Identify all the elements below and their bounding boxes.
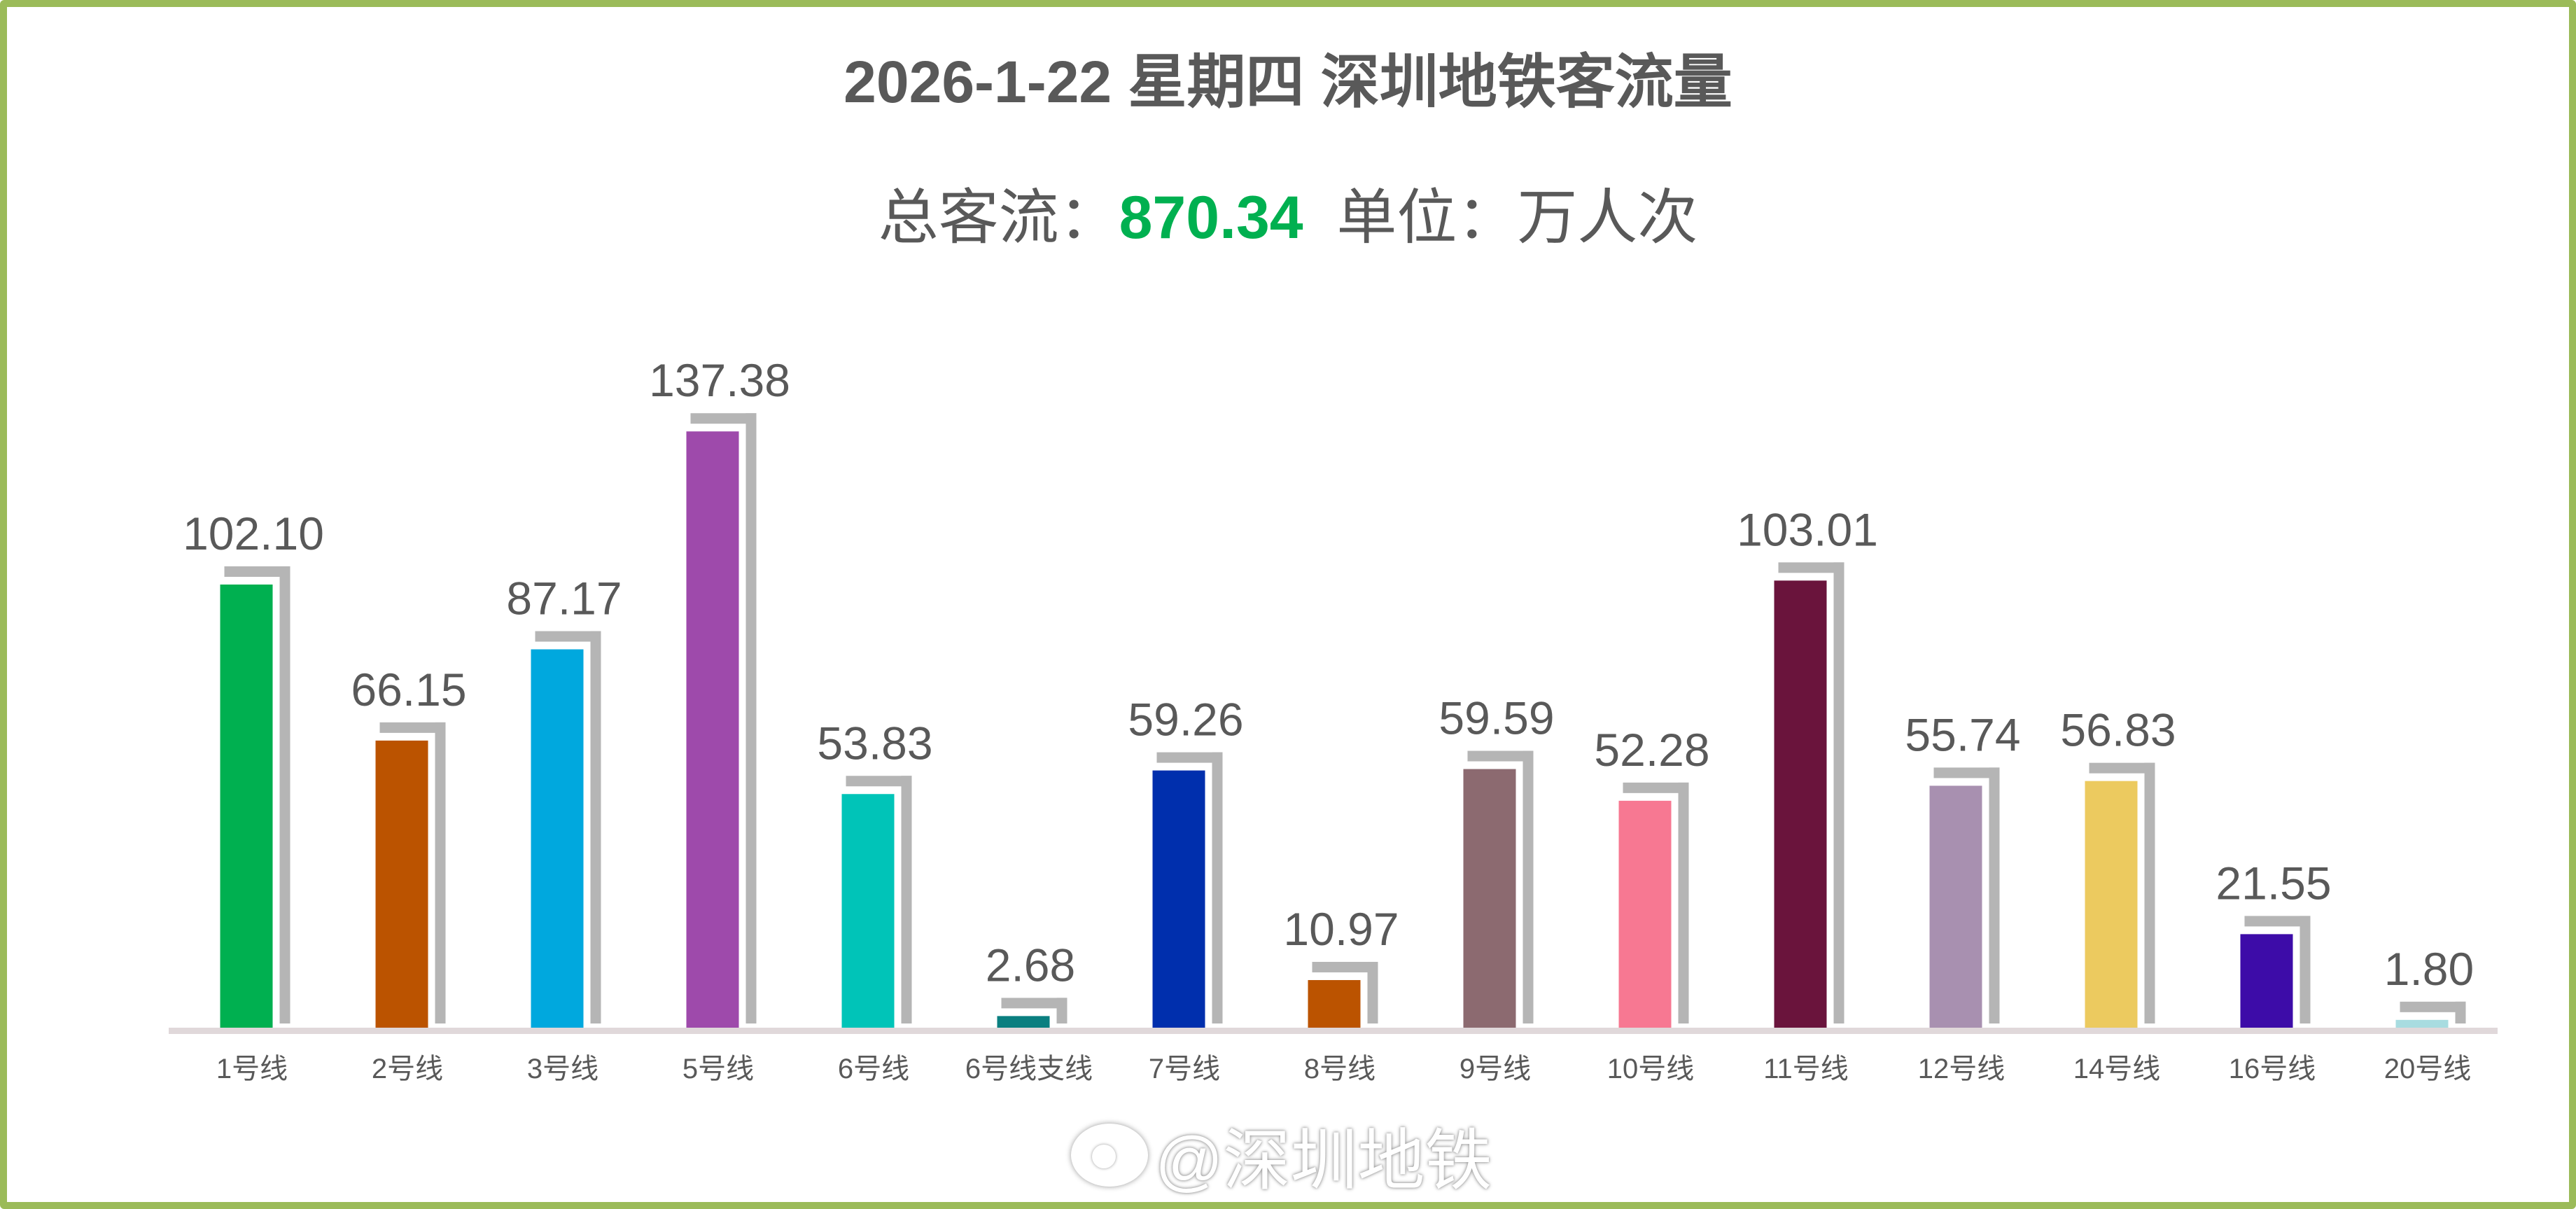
x-tick-label: 14号线	[2073, 1054, 2161, 1084]
total-value: 870.34	[1119, 184, 1303, 251]
bar-shadow-top	[846, 776, 912, 787]
weibo-logo-icon	[1071, 1123, 1148, 1187]
bar-shadow-side	[1833, 562, 1844, 1023]
bar-shadow-top	[224, 566, 290, 577]
bar	[841, 794, 895, 1028]
bar-shadow-side	[1989, 767, 2000, 1023]
chart-subtitle: 总客流：870.34 单位：万人次	[0, 168, 2576, 256]
x-tick-label: 1号线	[216, 1054, 288, 1084]
bar	[2085, 781, 2138, 1028]
bar-shadow-top	[1467, 750, 1534, 762]
x-tick-label: 12号线	[1918, 1054, 2005, 1084]
bar-shadow-side	[2300, 916, 2311, 1023]
watermark-text: @深圳地铁	[1155, 1124, 1492, 1198]
data-label: 59.59	[1438, 692, 1554, 744]
x-tick-label: 20号线	[2384, 1054, 2472, 1084]
data-label: 56.83	[2060, 704, 2176, 756]
bar	[997, 1016, 1050, 1028]
bar	[1774, 580, 1827, 1028]
total-label: 总客流：	[878, 184, 1119, 251]
bar-shadow-side	[901, 776, 912, 1023]
chart-title: 2026-1-22 星期四 深圳地铁客流量	[844, 49, 1732, 115]
bar-shadow-top	[535, 631, 601, 642]
bar-shadow-side	[1056, 998, 1068, 1023]
data-label: 55.74	[1905, 708, 2020, 760]
data-label: 87.17	[506, 573, 622, 624]
x-tick-label: 5号线	[682, 1054, 754, 1084]
x-tick-label: 7号线	[1149, 1054, 1220, 1084]
bar-shadow-top	[1623, 782, 1689, 793]
x-tick-label: 9号线	[1460, 1054, 1531, 1084]
data-label: 2.68	[986, 939, 1075, 991]
bar	[1152, 770, 1205, 1028]
bar-shadow-side	[1678, 782, 1689, 1023]
x-tick-label: 2号线	[372, 1054, 443, 1084]
bar	[1308, 979, 1361, 1028]
bar-shadow-side	[2144, 762, 2155, 1023]
bar-shadow-top	[1312, 961, 1378, 972]
data-label: 1.80	[2384, 943, 2474, 995]
data-label: 53.83	[817, 717, 932, 769]
watermark: @深圳地铁	[1071, 1106, 1492, 1203]
bar	[2240, 934, 2293, 1028]
x-tick-label: 6号线	[838, 1054, 909, 1084]
bar-shadow-side	[2455, 1001, 2466, 1023]
bar	[531, 649, 584, 1028]
data-label: 103.01	[1737, 503, 1878, 555]
data-label: 52.28	[1594, 724, 1709, 776]
x-tick-label: 6号线支线	[965, 1054, 1093, 1084]
bar	[686, 431, 739, 1028]
bar	[1929, 785, 1982, 1028]
bar	[220, 584, 273, 1028]
data-label: 21.55	[2216, 857, 2331, 909]
bar-shadow-side	[1522, 750, 1534, 1023]
bar-shadow-side	[1212, 752, 1223, 1023]
bar-shadow-side	[746, 413, 757, 1023]
x-tick-label: 3号线	[527, 1054, 598, 1084]
data-label: 10.97	[1283, 903, 1399, 955]
bar-shadow-top	[690, 413, 757, 424]
bar-shadow-side	[1367, 961, 1378, 1023]
bar-shadow-top	[2400, 1001, 2466, 1012]
unit-label: 单位：万人次	[1336, 184, 1698, 251]
bar	[1463, 769, 1516, 1028]
bar-shadow-side	[590, 631, 601, 1023]
bar-shadow-top	[1933, 767, 2000, 778]
data-label: 66.15	[351, 664, 466, 715]
bar-shadow-top	[1001, 998, 1068, 1009]
data-label: 59.26	[1128, 694, 1243, 746]
x-tick-label: 8号线	[1304, 1054, 1376, 1084]
bar-shadow-top	[2089, 762, 2155, 774]
bar-shadow-side	[279, 566, 290, 1023]
bar-shadow-side	[435, 722, 446, 1023]
data-label: 137.38	[649, 354, 790, 406]
bar-shadow-top	[1156, 752, 1223, 763]
bar	[1618, 800, 1672, 1028]
data-label: 102.10	[183, 508, 324, 559]
bar	[375, 740, 428, 1028]
x-tick-label: 10号线	[1607, 1054, 1695, 1084]
x-axis-line	[169, 1028, 2498, 1034]
x-tick-label: 11号线	[1763, 1054, 1849, 1084]
bar	[2395, 1019, 2449, 1028]
bar-shadow-top	[379, 722, 446, 733]
bar-shadow-top	[1778, 562, 1844, 573]
x-tick-label: 16号线	[2229, 1054, 2316, 1084]
bar-shadow-top	[2244, 916, 2311, 927]
